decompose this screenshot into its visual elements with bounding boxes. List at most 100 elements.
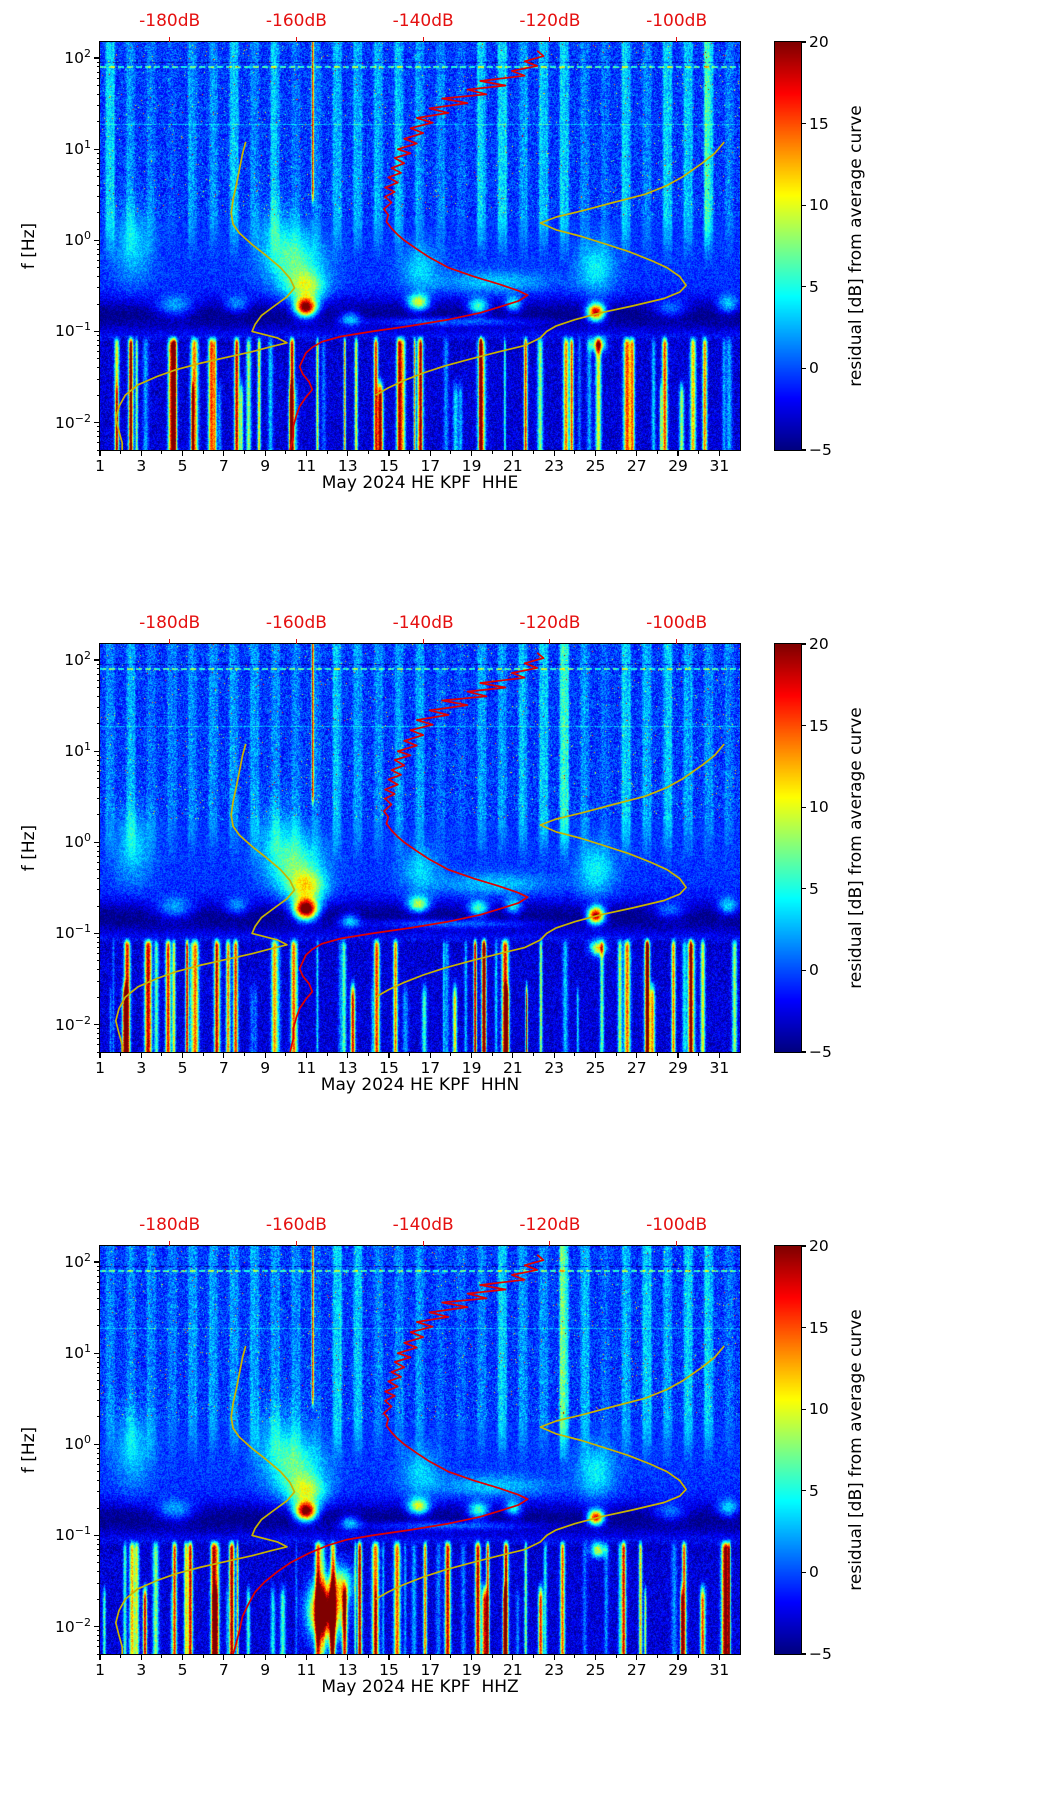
y-minor-tick <box>96 152 100 154</box>
y-minor-tick <box>96 212 100 214</box>
colorbar-tick-label: −5 <box>809 441 832 459</box>
x-minor-tick <box>120 1654 122 1658</box>
top-db-label: -140dB <box>392 1215 454 1235</box>
x-minor-tick <box>450 450 452 454</box>
x-tick-label: 31 <box>709 457 730 475</box>
y-tick-label: 101 <box>64 740 91 761</box>
x-minor-tick <box>533 1052 535 1056</box>
y-major-tick <box>94 1023 100 1026</box>
psd-model-curves <box>114 652 725 1052</box>
colorbar-tick-label: 10 <box>809 798 829 817</box>
colorbar-gradient <box>775 644 801 1052</box>
colorbar-tick <box>801 1571 806 1573</box>
x-tick-label: 23 <box>544 457 565 475</box>
x-major-tick <box>512 1654 514 1660</box>
x-tick-label: 21 <box>503 1059 523 1077</box>
y-major-tick <box>94 841 100 843</box>
top-db-label: -180dB <box>139 11 201 31</box>
x-minor-tick <box>367 1052 369 1056</box>
colorbar <box>774 643 802 1053</box>
top-db-label: -140dB <box>392 11 454 31</box>
x-major-tick <box>99 1052 101 1058</box>
x-tick-label: 29 <box>668 1059 688 1077</box>
y-minor-tick <box>96 426 100 428</box>
y-tick-label: 101 <box>64 138 91 159</box>
y-minor-tick <box>96 947 100 949</box>
x-major-tick <box>471 1654 473 1660</box>
y-minor-tick <box>96 814 100 816</box>
y-minor-tick <box>96 121 100 123</box>
x-major-tick <box>512 1052 514 1058</box>
x-major-tick <box>636 1654 638 1660</box>
x-major-tick <box>512 450 514 456</box>
y-minor-tick <box>96 764 100 766</box>
y-minor-tick <box>96 937 100 939</box>
y-minor-tick <box>96 889 100 891</box>
panel-hhz: f [Hz] May 2024 HE KPF HHZ residual [dB]… <box>0 1204 1052 1806</box>
y-minor-tick <box>96 1028 100 1030</box>
x-major-tick <box>553 450 555 456</box>
x-minor-tick <box>202 1052 204 1056</box>
spectrogram-heatmap <box>100 42 740 450</box>
x-tick-label: 27 <box>626 1661 647 1679</box>
y-minor-tick <box>96 93 100 95</box>
x-axis-label: May 2024 HE KPF HHZ <box>321 1677 519 1697</box>
x-major-tick <box>347 1654 349 1660</box>
x-tick-label: 29 <box>668 1661 688 1679</box>
y-minor-tick <box>96 850 100 852</box>
y-minor-tick <box>96 960 100 962</box>
y-minor-tick <box>96 686 100 688</box>
top-db-tick <box>422 37 424 42</box>
x-minor-tick <box>285 1654 287 1658</box>
x-major-tick <box>429 1654 431 1660</box>
plot-area <box>99 1245 741 1655</box>
x-tick-label: 25 <box>585 457 606 475</box>
x-minor-tick <box>615 1052 617 1056</box>
y-tick-label: 102 <box>64 648 91 670</box>
y-minor-tick <box>96 243 100 245</box>
x-tick-label: 23 <box>544 1661 565 1679</box>
top-db-tick <box>676 1241 678 1246</box>
x-major-tick <box>429 1052 431 1058</box>
y-major-tick <box>94 1625 100 1628</box>
panel-hhe: f [Hz] May 2024 HE KPF HHE residual [dB]… <box>0 0 1052 602</box>
y-axis-label: f [Hz] <box>19 1426 39 1474</box>
y-tick-label: 10−1 <box>55 320 91 341</box>
x-minor-tick <box>161 1654 163 1658</box>
x-tick-label: 9 <box>260 457 271 475</box>
x-minor-tick <box>326 1654 328 1658</box>
x-major-tick <box>553 1654 555 1660</box>
x-tick-label: 15 <box>379 1059 399 1077</box>
spectrogram-heatmap <box>100 1246 740 1654</box>
x-major-tick <box>181 1654 184 1660</box>
colorbar-tick-label: −5 <box>809 1043 832 1061</box>
y-minor-tick <box>96 1549 100 1551</box>
plot-area <box>99 41 741 451</box>
y-minor-tick <box>96 184 100 186</box>
x-tick-label: 19 <box>461 1661 482 1679</box>
y-minor-tick <box>96 673 100 675</box>
y-minor-tick <box>96 449 100 451</box>
top-db-tick <box>169 37 171 42</box>
top-db-tick <box>169 1241 171 1246</box>
y-minor-tick <box>96 196 100 198</box>
y-minor-tick <box>96 1457 100 1459</box>
x-minor-tick <box>698 450 700 454</box>
x-tick-label: 31 <box>709 1059 730 1077</box>
x-tick-label: 7 <box>218 1661 229 1679</box>
y-minor-tick <box>96 1265 100 1267</box>
colorbar-label: residual [dB] from average curve <box>846 707 866 989</box>
x-major-tick <box>305 1654 308 1660</box>
y-tick-label: 10−1 <box>55 1524 91 1545</box>
y-minor-tick <box>96 1471 100 1473</box>
x-minor-tick <box>120 450 122 454</box>
x-tick-label: 19 <box>461 457 482 475</box>
x-tick-label: 9 <box>260 1661 271 1679</box>
x-tick-label: 15 <box>379 457 399 475</box>
x-major-tick <box>677 1654 679 1660</box>
x-major-tick <box>305 450 308 456</box>
y-minor-tick <box>96 1388 100 1390</box>
colorbar-tick <box>801 41 806 43</box>
y-minor-tick <box>96 695 100 697</box>
colorbar-tick-label: −5 <box>809 1645 832 1663</box>
